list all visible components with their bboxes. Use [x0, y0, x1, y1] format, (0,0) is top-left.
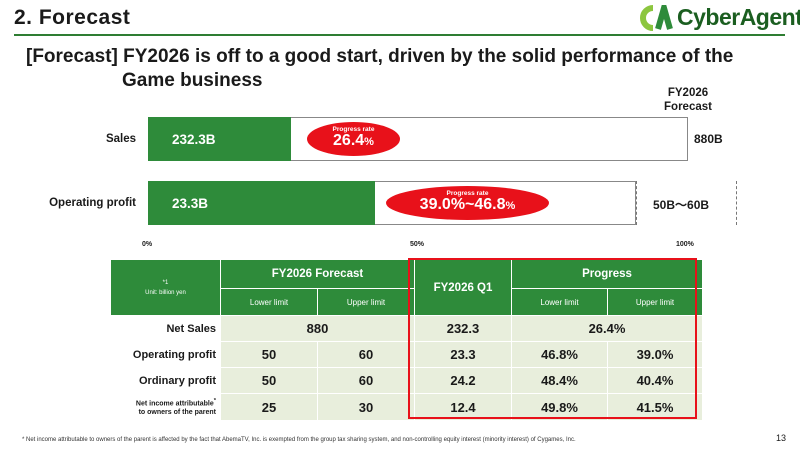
forecast-upper-value: 60	[317, 341, 415, 368]
row-label: Ordinary profit	[110, 367, 221, 394]
footnote: * Net income attributable to owners of t…	[22, 437, 576, 443]
op-profit-progress-badge: Progress rate 39.0%~46.8%	[386, 186, 549, 220]
chart-category-label: Sales	[105, 133, 136, 145]
forecast-lower-header: Lower limit	[220, 288, 318, 316]
upper-limit-marker	[736, 181, 737, 225]
q1-value: 23.3	[414, 341, 512, 368]
forecast-upper-value: 30	[317, 393, 415, 421]
sales-progress-badge: Progress rate 26.4%	[307, 122, 400, 156]
q1-value: 24.2	[414, 367, 512, 394]
forecast-column-label: FY2026 Forecast	[664, 87, 712, 113]
unit-header-cell: *1 Unit: billion yen	[110, 259, 221, 316]
cyberagent-logo-icon	[640, 4, 673, 31]
forecast-value: 880	[220, 315, 415, 342]
row-label-line-1: Net income attributable	[135, 400, 214, 408]
logo-text: CyberAgent	[677, 4, 800, 30]
sales-bar-value: 232.3B	[172, 131, 216, 147]
company-logo: CyberAgent ®	[640, 4, 800, 31]
section-title: 2. Forecast	[14, 6, 131, 29]
op-profit-bar: 23.3B	[148, 181, 375, 225]
progress-upper-value: 41.5%	[607, 393, 703, 421]
forecast-upper-value: 60	[317, 367, 415, 394]
sales-target: 880B	[694, 132, 723, 146]
table-row: Net income attributable* to owners of th…	[110, 393, 703, 421]
progress-upper-value: 39.0%	[607, 341, 703, 368]
forecast-upper-header: Upper limit	[317, 288, 415, 316]
footnote-marker: *	[213, 398, 216, 405]
q1-value: 232.3	[414, 315, 512, 342]
chart-category-label: Operating profit	[49, 197, 136, 209]
progress-group-header: Progress	[511, 259, 703, 289]
forecast-lower-value: 50	[220, 341, 318, 368]
forecast-group-header: FY2026 Forecast	[220, 259, 415, 289]
sales-bar: 232.3B	[148, 117, 291, 161]
forecast-lower-value: 25	[220, 393, 318, 421]
progress-value: 26.4%	[511, 315, 703, 342]
progress-caption: Progress rate	[446, 190, 489, 197]
op-profit-progress-value: 39.0%~46.8	[419, 196, 506, 213]
forecast-lower-value: 50	[220, 367, 318, 394]
q1-progress-highlight	[408, 258, 697, 419]
table-row: Operating profit 50 60 23.3 46.8% 39.0%	[110, 341, 703, 368]
forecast-table: *1 Unit: billion yen FY2026 Forecast FY2…	[110, 259, 703, 421]
row-label: Net income attributable* to owners of th…	[110, 393, 221, 421]
note-marker: *1	[162, 279, 169, 286]
op-profit-target: 50B～60B	[653, 198, 710, 212]
table-row: Net Sales 880 232.3 26.4%	[110, 315, 703, 342]
progress-upper-value: 40.4%	[607, 367, 703, 394]
row-label: Net Sales	[110, 315, 221, 342]
x-tick-label: 100%	[676, 241, 694, 248]
progress-lower-header: Lower limit	[511, 288, 608, 316]
lower-limit-marker	[636, 181, 637, 225]
progress-upper-header: Upper limit	[607, 288, 703, 316]
progress-caption: Progress rate	[332, 126, 375, 133]
headline-line-2: Game business	[122, 70, 263, 91]
q1-value: 12.4	[414, 393, 512, 421]
page-number: 13	[776, 433, 787, 443]
percent-unit: %	[505, 200, 516, 212]
x-tick-label: 50%	[410, 241, 425, 248]
row-label: Operating profit	[110, 341, 221, 368]
headline-line-1: [Forecast] FY2026 is off to a good start…	[26, 46, 734, 67]
table-row: Ordinary profit 50 60 24.2 48.4% 40.4%	[110, 367, 703, 394]
header-divider	[14, 34, 785, 36]
percent-unit: %	[364, 136, 374, 148]
unit-label: Unit: billion yen	[145, 289, 186, 296]
sales-progress-value: 26.4	[333, 132, 365, 149]
x-tick-label: 0%	[142, 241, 153, 248]
op-profit-bar-value: 23.3B	[172, 195, 209, 211]
progress-lower-value: 48.4%	[511, 367, 608, 394]
row-label-line-2: to owners of the parent	[138, 409, 216, 417]
headline: [Forecast] FY2026 is off to a good start…	[26, 45, 766, 93]
